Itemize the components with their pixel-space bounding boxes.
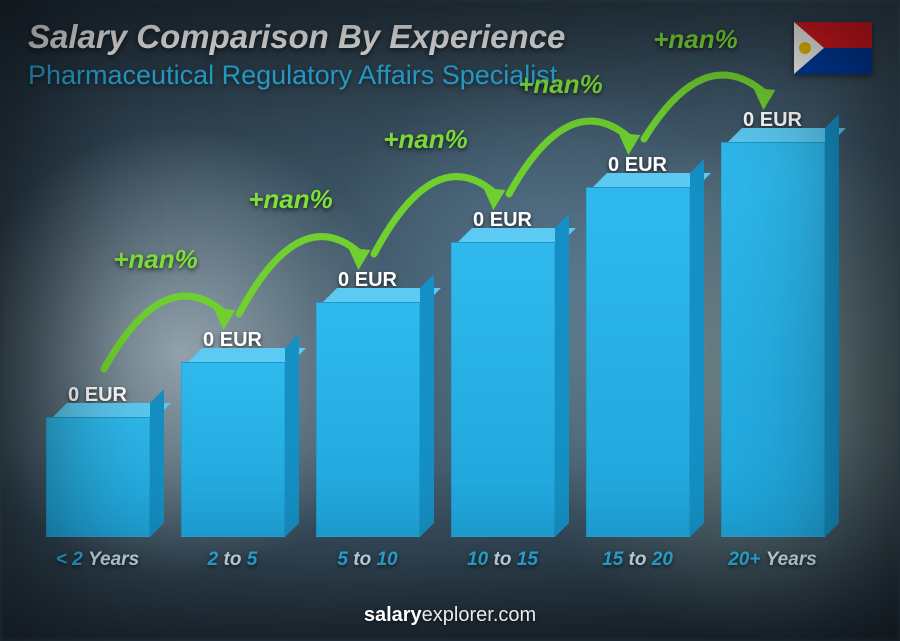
bar-side-face <box>825 114 839 537</box>
chart-subtitle: Pharmaceutical Regulatory Affairs Specia… <box>28 60 872 91</box>
bar-slot: 0 EUR <box>300 269 435 537</box>
bar-slot: 0 EUR <box>570 154 705 537</box>
bar-side-face <box>690 159 704 537</box>
bar-side-face <box>285 334 299 537</box>
bar-slot: 0 EUR <box>705 109 840 537</box>
footer: salaryexplorer.com <box>0 604 900 627</box>
x-tick-label: 2 to 5 <box>165 549 300 571</box>
bar-front-face <box>316 302 420 537</box>
bar <box>46 417 150 537</box>
bar <box>181 362 285 537</box>
bar-chart: 0 EUR0 EUR0 EUR0 EUR0 EUR0 EUR < 2 Years… <box>30 120 840 571</box>
bar-side-face <box>555 214 569 537</box>
footer-brand-rest: explorer.com <box>422 604 537 626</box>
bar-front-face <box>721 142 825 537</box>
country-flag-icon <box>794 22 872 74</box>
bar-front-face <box>451 242 555 537</box>
bar <box>451 242 555 537</box>
bar <box>721 142 825 537</box>
x-axis: < 2 Years2 to 55 to 1010 to 1515 to 2020… <box>30 549 840 571</box>
bar-slot: 0 EUR <box>165 329 300 537</box>
x-tick-label: 10 to 15 <box>435 549 570 571</box>
bar-slot: 0 EUR <box>30 384 165 537</box>
x-tick-label: < 2 Years <box>30 549 165 571</box>
bar-slot: 0 EUR <box>435 209 570 537</box>
bar <box>316 302 420 537</box>
chart-title: Salary Comparison By Experience <box>28 18 872 56</box>
header: Salary Comparison By Experience Pharmace… <box>28 18 872 91</box>
bar-side-face <box>420 274 434 537</box>
x-tick-label: 5 to 10 <box>300 549 435 571</box>
bar-front-face <box>586 187 690 537</box>
footer-brand-bold: salary <box>364 604 422 626</box>
bar-front-face <box>46 417 150 537</box>
bar <box>586 187 690 537</box>
infographic-canvas: Salary Comparison By Experience Pharmace… <box>0 0 900 641</box>
bar-side-face <box>150 389 164 537</box>
x-tick-label: 20+ Years <box>705 549 840 571</box>
x-tick-label: 15 to 20 <box>570 549 705 571</box>
bar-front-face <box>181 362 285 537</box>
bars-container: 0 EUR0 EUR0 EUR0 EUR0 EUR0 EUR <box>30 120 840 537</box>
